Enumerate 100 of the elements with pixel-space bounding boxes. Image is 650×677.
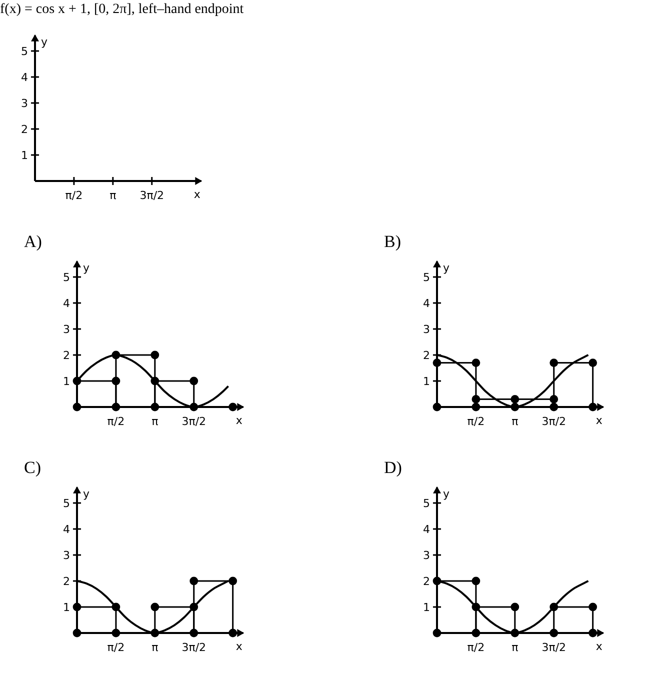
point: [228, 628, 238, 638]
y-axis-title: y: [41, 35, 48, 48]
point: [472, 576, 480, 586]
point: [432, 358, 442, 367]
point: [112, 628, 120, 638]
x-tick-label: π: [152, 415, 159, 428]
point: [228, 402, 238, 412]
point: [190, 402, 198, 412]
y-tick-label: 1: [423, 601, 430, 614]
y-axis-title: y: [83, 487, 90, 500]
chart-title: f(x) = cos x + 1, [0, 2π], left–hand endpoint: [0, 2, 244, 17]
x-tick-label: 3π/2: [542, 641, 566, 654]
point: [432, 402, 442, 412]
x-tick-label: π: [110, 189, 117, 202]
x-tick-label: 3π/2: [182, 415, 206, 428]
y-tick-label: 4: [63, 297, 70, 310]
y-tick-label: 3: [63, 549, 70, 562]
chart-title: C): [24, 458, 41, 477]
y-tick-label: 5: [63, 497, 70, 510]
point: [72, 602, 82, 612]
point: [72, 402, 82, 412]
point: [472, 602, 480, 612]
y-tick-label: 2: [423, 349, 430, 362]
point: [150, 602, 160, 612]
chart-title: D): [384, 458, 402, 477]
point: [190, 376, 198, 386]
y-tick-label: 5: [21, 45, 28, 58]
point: [228, 576, 238, 586]
y-tick-label: 4: [21, 71, 28, 84]
y-tick-label: 3: [21, 97, 28, 110]
point: [510, 602, 520, 612]
point: [588, 402, 598, 412]
point: [112, 350, 120, 360]
y-tick-label: 2: [423, 575, 430, 588]
y-tick-label: 5: [423, 497, 430, 510]
point: [588, 628, 598, 638]
chart-title: B): [384, 232, 401, 251]
y-tick-label: 1: [21, 149, 28, 162]
y-tick-label: 4: [63, 523, 70, 536]
y-axis-title: y: [83, 261, 90, 274]
y-tick-label: 4: [423, 523, 430, 536]
y-tick-label: 2: [63, 575, 70, 588]
point: [550, 395, 558, 404]
y-tick-label: 5: [63, 271, 70, 284]
y-tick-label: 1: [63, 601, 70, 614]
x-axis-title: x: [596, 414, 603, 427]
x-axis-title: x: [236, 640, 243, 653]
x-tick-label: π/2: [107, 415, 125, 428]
point: [550, 602, 558, 612]
point: [472, 402, 480, 412]
point: [472, 628, 480, 638]
x-tick-label: 3π/2: [182, 641, 206, 654]
x-tick-label: π: [512, 641, 519, 654]
y-tick-label: 5: [423, 271, 430, 284]
x-tick-label: π/2: [107, 641, 125, 654]
point: [150, 402, 160, 412]
x-axis-title: x: [236, 414, 243, 427]
y-tick-label: 2: [63, 349, 70, 362]
point: [510, 402, 520, 412]
point: [588, 602, 598, 612]
point: [432, 576, 442, 586]
point: [432, 628, 442, 638]
x-tick-label: π: [512, 415, 519, 428]
chart-title: A): [24, 232, 42, 251]
x-tick-label: 3π/2: [542, 415, 566, 428]
point: [72, 628, 82, 638]
point: [72, 376, 82, 386]
y-axis-title: y: [443, 487, 450, 500]
point: [150, 376, 160, 386]
x-axis-title: x: [194, 188, 201, 201]
point: [510, 628, 520, 638]
y-tick-label: 3: [423, 549, 430, 562]
x-tick-label: π/2: [65, 189, 83, 202]
point: [510, 395, 520, 404]
point: [550, 358, 558, 367]
point: [112, 602, 120, 612]
point: [588, 358, 598, 367]
point: [472, 358, 480, 367]
point: [112, 402, 120, 412]
point: [550, 628, 558, 638]
point: [190, 628, 198, 638]
point: [190, 576, 198, 586]
y-tick-label: 4: [423, 297, 430, 310]
y-axis-title: y: [443, 261, 450, 274]
x-tick-label: π/2: [467, 415, 485, 428]
x-tick-label: π: [152, 641, 159, 654]
point: [150, 628, 160, 638]
point: [112, 376, 120, 386]
x-axis-title: x: [596, 640, 603, 653]
y-tick-label: 3: [63, 323, 70, 336]
y-tick-label: 1: [423, 375, 430, 388]
y-tick-label: 1: [63, 375, 70, 388]
point: [550, 402, 558, 412]
x-tick-label: π/2: [467, 641, 485, 654]
y-tick-label: 3: [423, 323, 430, 336]
y-tick-label: 2: [21, 123, 28, 136]
x-tick-label: 3π/2: [140, 189, 164, 202]
point: [150, 350, 160, 360]
point: [190, 602, 198, 612]
point: [472, 395, 480, 404]
